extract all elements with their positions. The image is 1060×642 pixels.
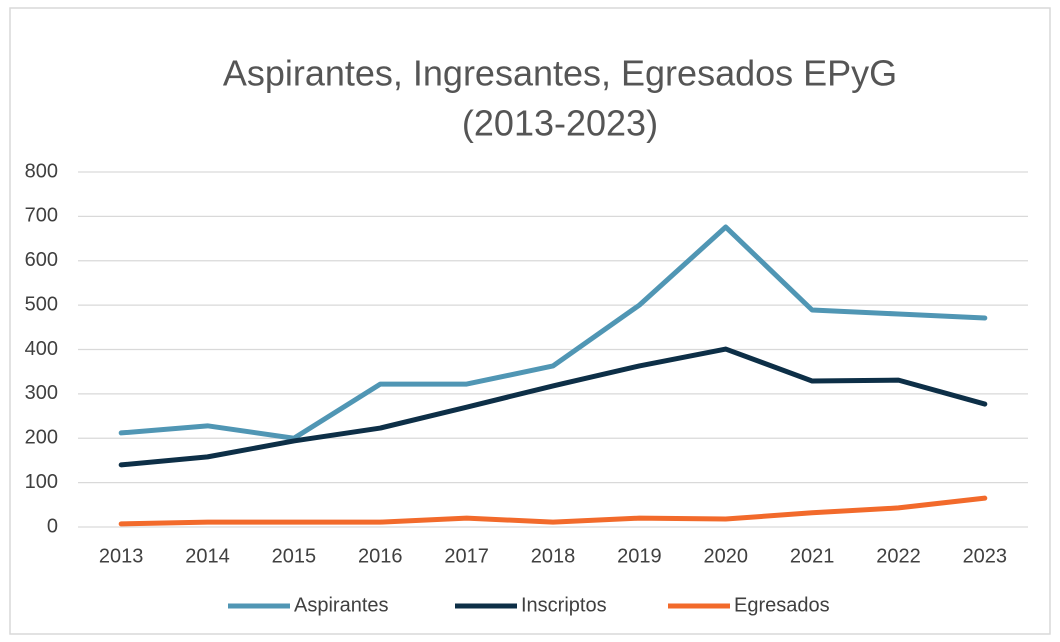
y-tick-label: 400 xyxy=(25,338,58,360)
y-tick-label: 0 xyxy=(47,515,58,537)
x-tick-label: 2020 xyxy=(703,545,748,567)
series-line xyxy=(118,495,988,527)
legend-label: Inscriptos xyxy=(521,594,607,616)
legend-label: Egresados xyxy=(734,594,830,616)
chart-title: Aspirantes, Ingresantes, Egresados EPyG xyxy=(223,53,897,94)
y-tick-label: 100 xyxy=(25,471,58,493)
x-tick-label: 2019 xyxy=(617,545,662,567)
x-tick-label: 2013 xyxy=(99,545,144,567)
chart-frame xyxy=(9,7,1051,635)
y-tick-label: 700 xyxy=(25,205,58,227)
y-tick-label: 300 xyxy=(25,382,58,404)
x-tick-label: 2021 xyxy=(790,545,835,567)
x-tick-label: 2016 xyxy=(358,545,403,567)
x-tick-label: 2018 xyxy=(531,545,576,567)
x-tick-label: 2022 xyxy=(876,545,921,567)
series-line xyxy=(118,224,988,441)
y-tick-label: 500 xyxy=(25,293,58,315)
y-tick-label: 600 xyxy=(25,249,58,271)
x-tick-label: 2015 xyxy=(272,545,317,567)
x-tick-label: 2014 xyxy=(185,545,230,567)
y-tick-label: 200 xyxy=(25,427,58,449)
chart-title: (2013-2023) xyxy=(462,103,658,144)
legend-label: Aspirantes xyxy=(294,594,389,616)
y-tick-label: 800 xyxy=(25,160,58,182)
series-line xyxy=(118,346,988,468)
x-tick-label: 2023 xyxy=(963,545,1008,567)
x-tick-label: 2017 xyxy=(444,545,489,567)
